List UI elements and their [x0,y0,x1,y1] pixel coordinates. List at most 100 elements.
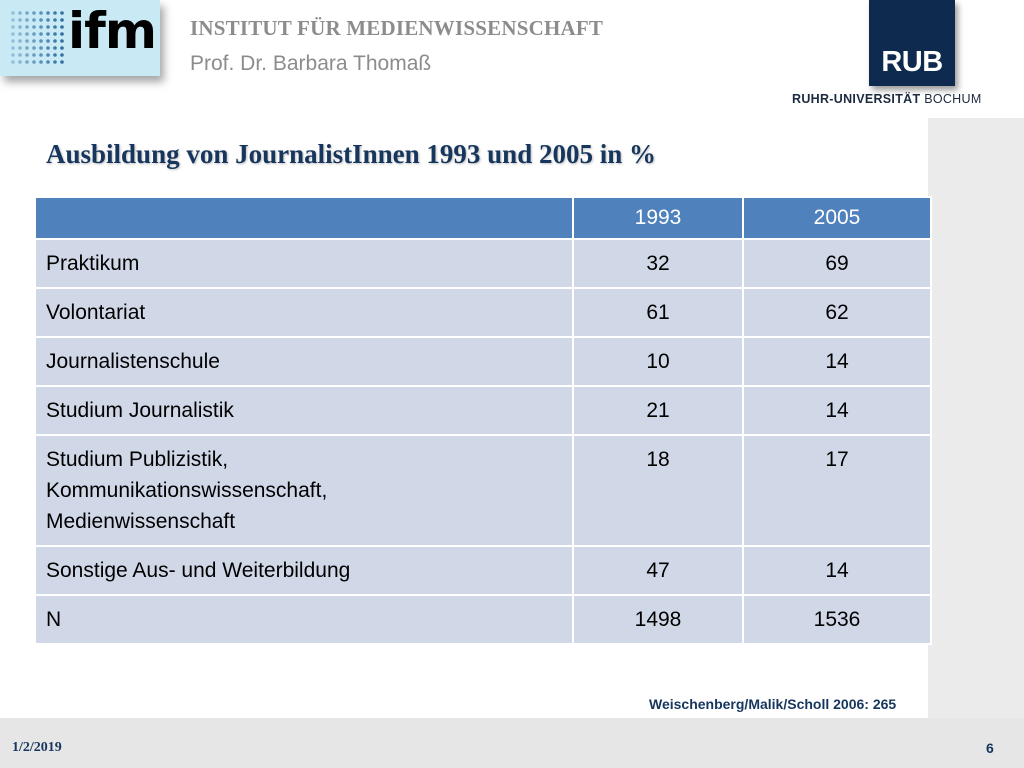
header-cell-category [34,196,574,240]
education-table: 1993 2005 Praktikum 32 69 Volontariat 61… [34,196,932,645]
logo-dot [25,18,29,22]
institute-name: INSTITUT FÜR MEDIENWISSENSCHAFT [190,16,604,40]
logo-dot [11,32,15,36]
value-2005: 69 [742,238,932,289]
table-row: Studium Publizistik, Kommunikationswisse… [34,434,932,547]
logo-dot [25,46,29,50]
logo-dot [18,53,22,57]
value-1993: 18 [572,434,744,547]
logo-dot [11,18,15,22]
row-label: Journalistenschule [34,336,574,387]
logo-dot [46,39,50,43]
footer-band [0,718,1024,768]
table-row: Studium Journalistik 21 14 [34,385,932,436]
logo-dot [39,53,43,57]
logo-dot [53,11,57,15]
logo-dot [53,25,57,29]
logo-dot [53,32,57,36]
professor-name: Prof. Dr. Barbara Thomaß [190,52,432,75]
table-row: N 1498 1536 [34,594,932,645]
logo-dot [11,46,15,50]
logo-dot [18,46,22,50]
logo-dot [18,32,22,36]
source-citation: Weischenberg/Malik/Scholl 2006: 265 [649,696,897,712]
row-label: Praktikum [34,238,574,289]
logo-dot [32,53,36,57]
logo-dot [39,46,43,50]
logo-dot [25,39,29,43]
logo-dot [46,18,50,22]
logo-dot [11,53,15,57]
university-name: RUHR-UNIVERSITÄT BOCHUM [792,92,982,106]
logo-dot [18,11,22,15]
value-1993: 10 [572,336,744,387]
logo-dot [32,60,36,64]
header-cell-1993: 1993 [572,196,744,240]
rub-logo-text: RUB [881,46,943,78]
ifm-logo: ifm [0,0,160,76]
logo-dot [39,32,43,36]
dot-grid-icon [11,11,64,64]
logo-dot [46,25,50,29]
value-2005: 14 [742,336,932,387]
logo-dot [60,18,64,22]
logo-dot [60,46,64,50]
logo-dot [60,53,64,57]
logo-dot [25,32,29,36]
value-2005: 17 [742,434,932,547]
table-row: Journalistenschule 10 14 [34,336,932,387]
table-row: Volontariat 61 62 [34,287,932,338]
logo-dot [39,11,43,15]
logo-dot [46,46,50,50]
row-label: Studium Publizistik, Kommunikationswisse… [34,434,574,547]
logo-dot [25,25,29,29]
logo-dot [53,46,57,50]
logo-dot [11,11,15,15]
value-2005: 1536 [742,594,932,645]
logo-dot [25,11,29,15]
logo-dot [60,25,64,29]
logo-dot [53,39,57,43]
header-cell-2005: 2005 [742,196,932,240]
logo-dot [60,60,64,64]
ifm-logo-text: ifm [68,2,157,60]
value-2005: 14 [742,545,932,596]
row-label: Studium Journalistik [34,385,574,436]
right-gray-strip [928,118,1024,718]
logo-dot [46,60,50,64]
logo-dot [25,60,29,64]
logo-dot [46,53,50,57]
logo-dot [18,39,22,43]
university-name-bold: RUHR-UNIVERSITÄT [792,92,921,106]
value-2005: 62 [742,287,932,338]
value-2005: 14 [742,385,932,436]
footer-date: 1/2/2019 [12,740,62,755]
logo-dot [11,60,15,64]
logo-dot [25,53,29,57]
logo-dot [39,18,43,22]
slide-title: Ausbildung von JournalistInnen 1993 und … [46,139,656,169]
row-label: Volontariat [34,287,574,338]
page-number: 6 [986,740,994,756]
logo-dot [46,32,50,36]
logo-dot [53,18,57,22]
row-label: N [34,594,574,645]
logo-dot [32,46,36,50]
row-label: Sonstige Aus- und Weiterbildung [34,545,574,596]
logo-dot [39,39,43,43]
table-row: Praktikum 32 69 [34,238,932,289]
value-1993: 32 [572,238,744,289]
logo-dot [32,18,36,22]
rub-logo: RUB [869,0,955,86]
table-row: Sonstige Aus- und Weiterbildung 47 14 [34,545,932,596]
logo-dot [11,25,15,29]
value-1993: 1498 [572,594,744,645]
logo-dot [32,39,36,43]
logo-dot [18,25,22,29]
logo-dot [60,39,64,43]
logo-dot [32,25,36,29]
university-name-rest: BOCHUM [920,92,982,106]
logo-dot [46,11,50,15]
logo-dot [60,32,64,36]
logo-dot [53,60,57,64]
